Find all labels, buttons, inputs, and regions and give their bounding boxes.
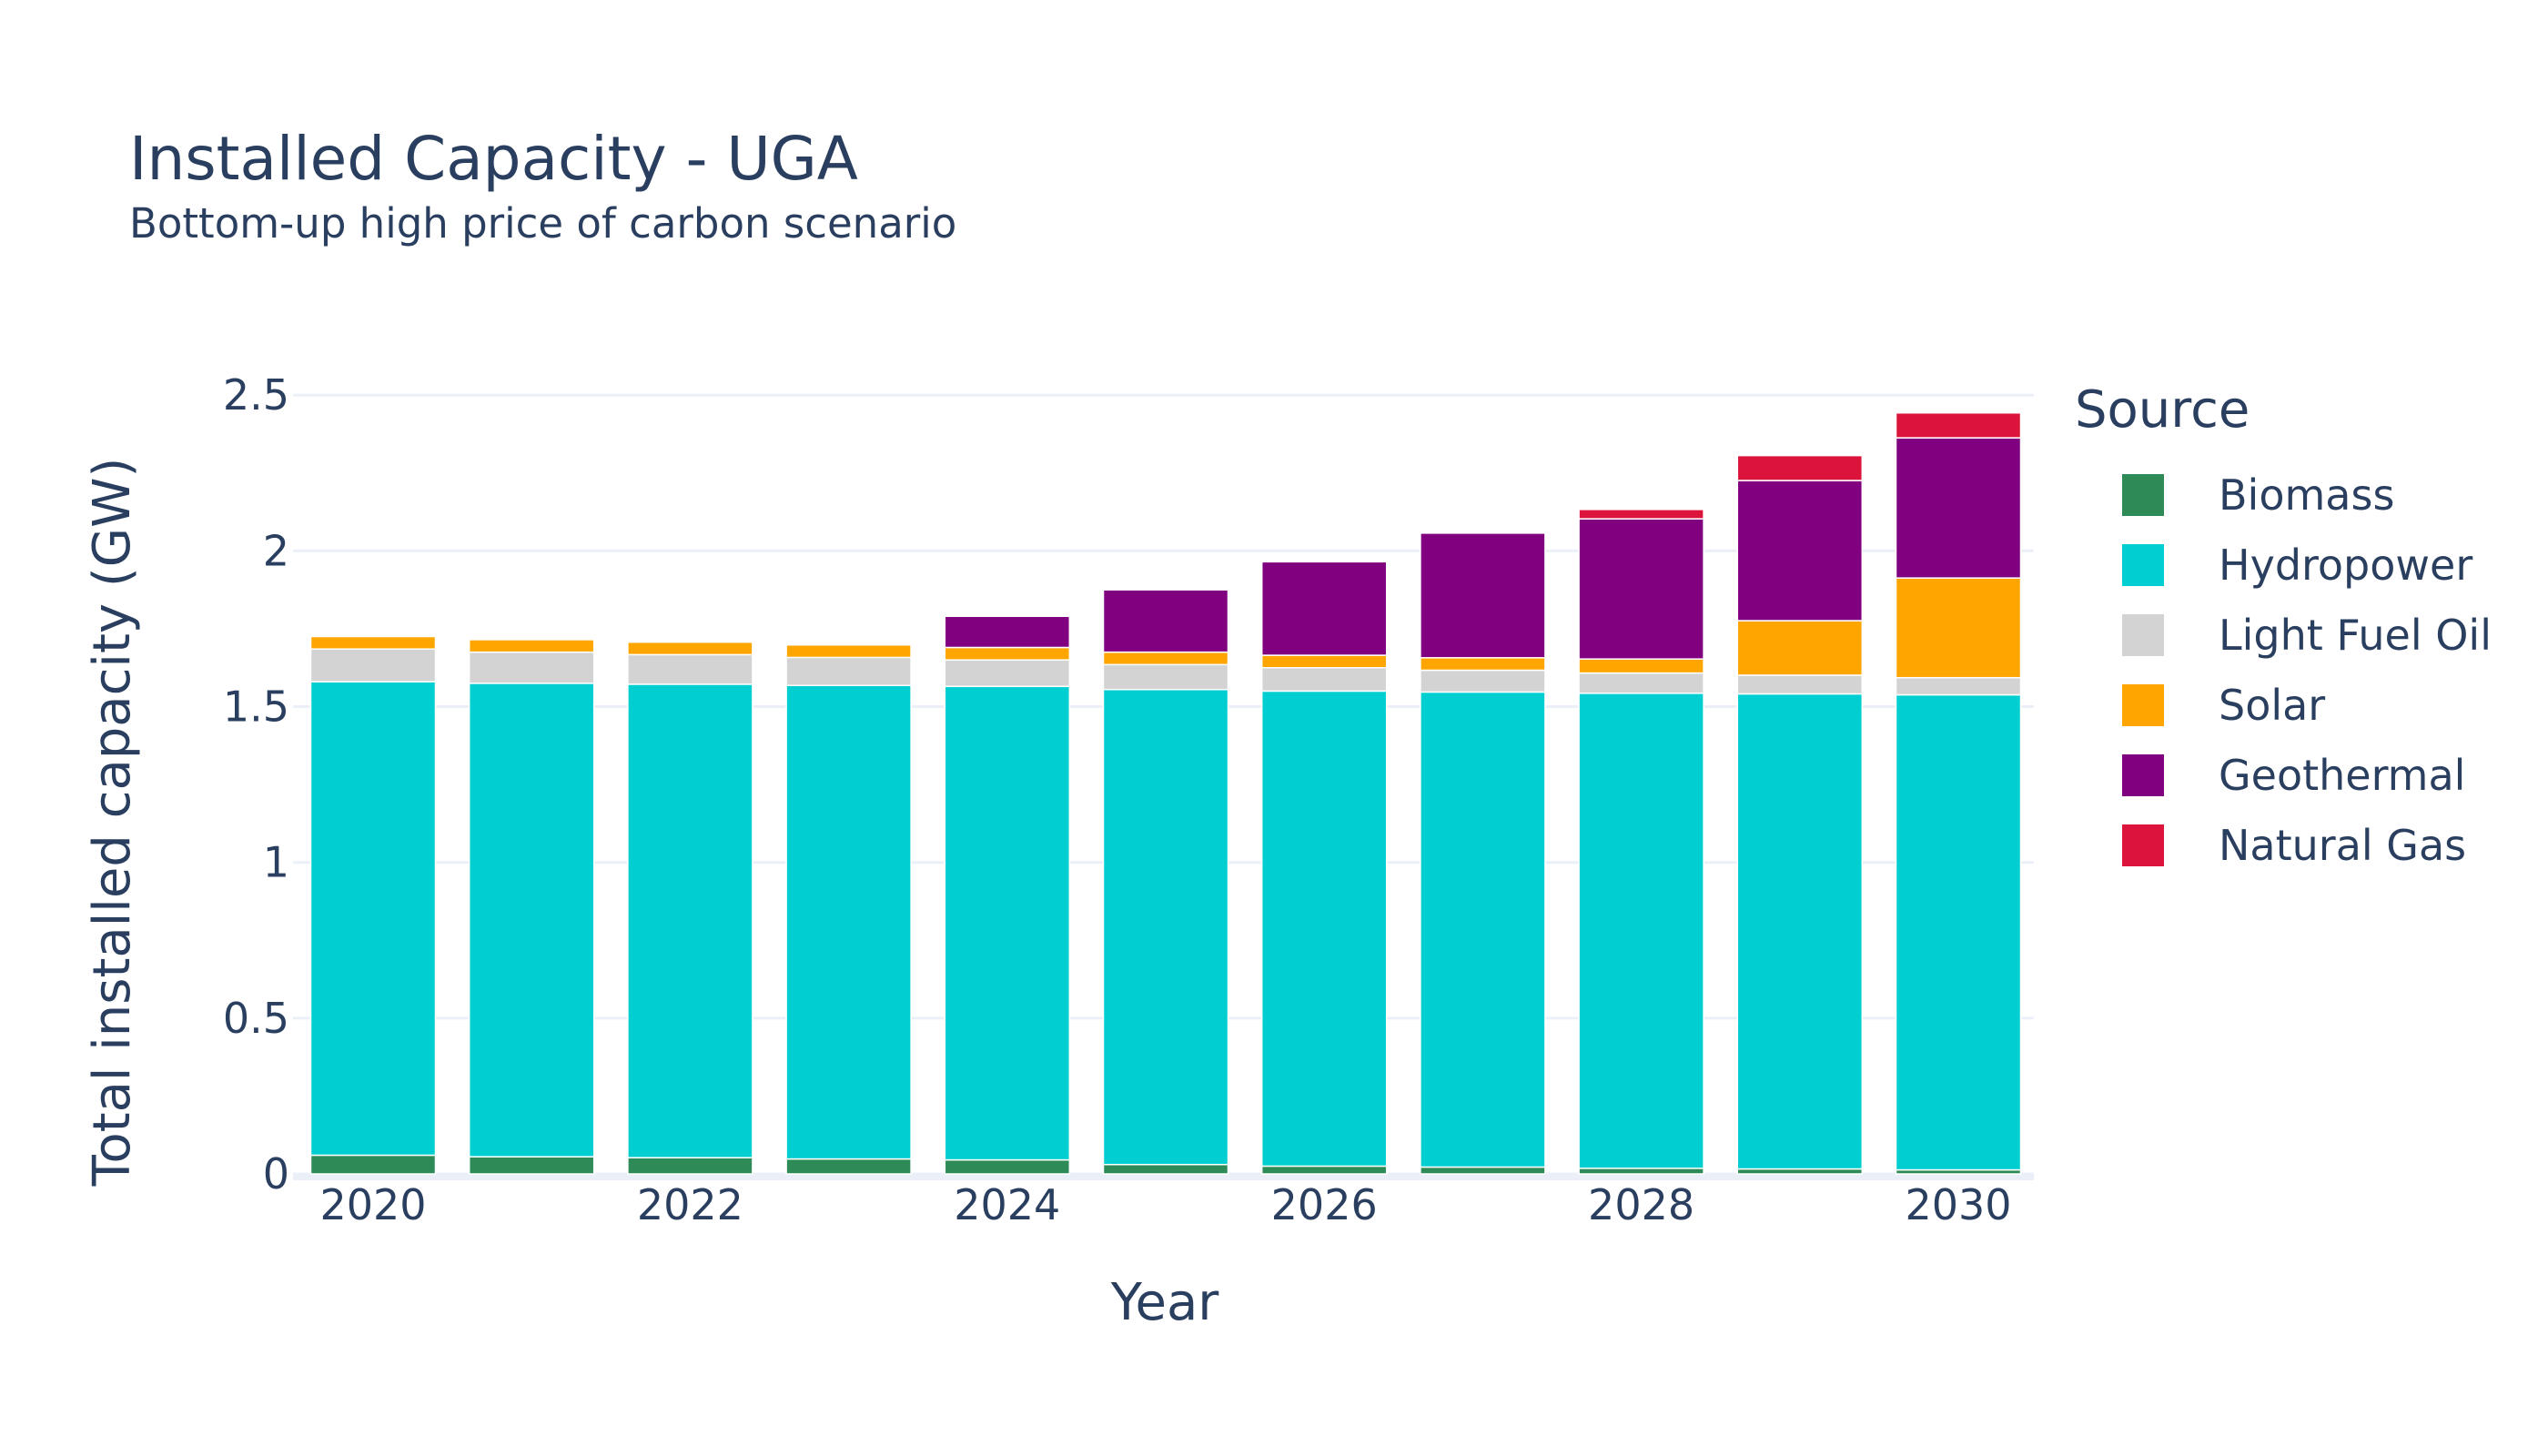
x-tick-label: 2022 xyxy=(637,1180,743,1229)
legend-swatch xyxy=(2122,683,2164,726)
bar-segment-natural-gas-2030 xyxy=(1895,411,2022,439)
bar-segment-light-fuel-oil-2027 xyxy=(1420,669,1546,693)
bar-segment-biomass-2024 xyxy=(944,1158,1071,1175)
bar-segment-geothermal-2024 xyxy=(944,615,1071,649)
legend-item-geothermal[interactable]: Geothermal xyxy=(2075,740,2492,810)
bar-segment-geothermal-2028 xyxy=(1578,518,1704,660)
bar-segment-hydropower-2020 xyxy=(309,681,437,1157)
bar-segment-light-fuel-oil-2024 xyxy=(944,659,1071,688)
x-tick-label: 2030 xyxy=(1905,1180,2011,1229)
bar-segment-light-fuel-oil-2028 xyxy=(1578,672,1704,694)
bar-segment-biomass-2029 xyxy=(1736,1168,1864,1175)
legend-label: Light Fuel Oil xyxy=(2219,610,2492,660)
legend-label: Solar xyxy=(2219,680,2326,730)
bars xyxy=(309,411,2022,1175)
bar-segment-hydropower-2024 xyxy=(944,685,1071,1161)
bar-segment-hydropower-2030 xyxy=(1895,693,2022,1171)
x-tick-label: 2026 xyxy=(1271,1180,1378,1229)
bar-segment-solar-2029 xyxy=(1736,620,1864,676)
legend-label: Geothermal xyxy=(2219,750,2466,800)
bar-segment-biomass-2025 xyxy=(1102,1163,1229,1175)
bar-segment-biomass-2020 xyxy=(309,1154,437,1175)
legend-swatch xyxy=(2122,753,2164,796)
y-tick-label: 2.5 xyxy=(223,370,289,420)
bar-segment-natural-gas-2029 xyxy=(1736,454,1864,481)
bar-segment-solar-2022 xyxy=(627,641,753,656)
bar-segment-hydropower-2027 xyxy=(1420,691,1546,1168)
y-axis-label: Total installed capacity (GW) xyxy=(83,458,142,1188)
bar-segment-light-fuel-oil-2029 xyxy=(1736,674,1864,695)
legend-swatch xyxy=(2122,543,2164,586)
bar-segment-biomass-2022 xyxy=(627,1157,753,1175)
bar-segment-light-fuel-oil-2022 xyxy=(627,653,753,685)
bar-segment-biomass-2021 xyxy=(468,1156,595,1175)
legend-swatch xyxy=(2122,824,2164,866)
bar-segment-biomass-2027 xyxy=(1420,1166,1546,1175)
bar-segment-hydropower-2022 xyxy=(627,683,753,1158)
y-tick-label: 1.5 xyxy=(223,682,289,732)
bar-segment-geothermal-2025 xyxy=(1102,589,1229,653)
bar-segment-solar-2027 xyxy=(1420,657,1546,672)
bar-segment-solar-2024 xyxy=(944,646,1071,661)
bar-segment-light-fuel-oil-2025 xyxy=(1102,663,1229,691)
legend-item-light-fuel-oil[interactable]: Light Fuel Oil xyxy=(2075,600,2492,670)
bar-segment-geothermal-2027 xyxy=(1420,532,1546,659)
bar-segment-biomass-2023 xyxy=(785,1158,912,1175)
y-tick-label: 0 xyxy=(263,1149,289,1198)
bar-segment-solar-2023 xyxy=(785,644,912,659)
bar-segment-hydropower-2023 xyxy=(785,684,912,1160)
legend-items: Biomass Hydropower Light Fuel Oil Solar Geot… xyxy=(2075,460,2492,880)
bar-segment-light-fuel-oil-2020 xyxy=(309,648,437,682)
bar-segment-hydropower-2028 xyxy=(1578,693,1704,1169)
chart-title: Installed Capacity - UGA xyxy=(129,124,858,194)
bar-segment-light-fuel-oil-2023 xyxy=(785,656,912,687)
bar-segment-solar-2026 xyxy=(1260,654,1388,669)
bar-segment-hydropower-2021 xyxy=(468,682,595,1158)
legend-label: Hydropower xyxy=(2219,540,2473,590)
y-tick-label: 2 xyxy=(263,526,289,575)
bar-segment-geothermal-2029 xyxy=(1736,480,1864,622)
bar-segment-hydropower-2025 xyxy=(1102,688,1229,1166)
bar-segment-biomass-2028 xyxy=(1578,1168,1704,1175)
bar-segment-geothermal-2030 xyxy=(1895,437,2022,579)
legend-swatch xyxy=(2122,473,2164,516)
bar-segment-light-fuel-oil-2030 xyxy=(1895,676,2022,696)
y-tick-label: 1 xyxy=(263,838,289,887)
bar-segment-light-fuel-oil-2026 xyxy=(1260,667,1388,693)
legend-item-natural-gas[interactable]: Natural Gas xyxy=(2075,810,2492,880)
y-tick-label: 0.5 xyxy=(223,994,289,1043)
legend: Source Biomass Hydropower Light Fuel Oil So… xyxy=(2075,380,2492,880)
bar-segment-biomass-2026 xyxy=(1260,1165,1388,1175)
legend-item-hydropower[interactable]: Hydropower xyxy=(2075,530,2492,600)
legend-label: Natural Gas xyxy=(2219,820,2467,870)
x-axis-label: Year xyxy=(1110,1273,1220,1332)
legend-swatch xyxy=(2122,613,2164,656)
bar-segment-solar-2025 xyxy=(1102,651,1229,666)
x-tick-label: 2028 xyxy=(1588,1180,1694,1229)
legend-title: Source xyxy=(2075,380,2250,440)
bar-segment-solar-2020 xyxy=(309,635,437,650)
bar-segment-light-fuel-oil-2021 xyxy=(468,651,595,684)
bar-segment-solar-2028 xyxy=(1578,658,1704,674)
x-tick-label: 2024 xyxy=(954,1180,1060,1229)
bar-segment-geothermal-2026 xyxy=(1260,561,1388,656)
bar-segment-hydropower-2026 xyxy=(1260,690,1388,1168)
bar-segment-solar-2030 xyxy=(1895,577,2022,679)
bar-segment-hydropower-2029 xyxy=(1736,693,1864,1170)
bar-segment-natural-gas-2028 xyxy=(1578,509,1704,520)
legend-item-solar[interactable]: Solar xyxy=(2075,670,2492,740)
legend-label: Biomass xyxy=(2219,470,2395,520)
bar-segment-solar-2021 xyxy=(468,639,595,653)
chart-subtitle: Bottom-up high price of carbon scenario xyxy=(129,199,957,248)
legend-item-biomass[interactable]: Biomass xyxy=(2075,460,2492,530)
axes: 0 0.5 1 1.5 2 2.5 2020 2022 2024 2026 2028 2030 xyxy=(223,370,2012,1229)
x-tick-label: 2020 xyxy=(319,1180,426,1229)
